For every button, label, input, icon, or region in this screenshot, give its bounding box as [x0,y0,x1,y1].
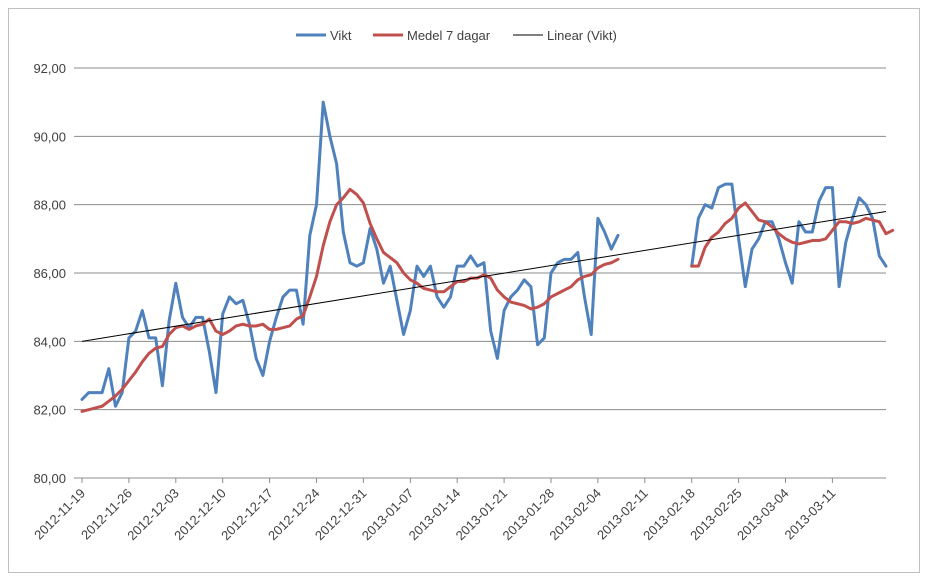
y-tick-label: 84,00 [33,334,66,349]
series-medel-7-dagar-line [80,187,895,413]
x-axis-ticks: 2012-11-192012-11-262012-12-032012-12-10… [31,478,839,543]
y-axis-ticks: 80,00 82,00 84,00 86,00 88,00 90,00 92,00 [33,61,66,486]
y-tick-label: 86,00 [33,266,66,281]
legend-label: Medel 7 dagar [407,28,491,43]
chart-frame [8,8,920,573]
x-tick-label: 2013-03-11 [782,486,839,543]
legend-item-linear-vikt: Linear (Vikt) [513,28,617,43]
legend-label: Linear (Vikt) [547,28,617,43]
legend-item-medel-7-dagar: Medel 7 dagar [373,28,491,43]
grid-lines [74,67,886,411]
y-tick-label: 88,00 [33,198,66,213]
series-linear-trend-line [81,211,887,342]
y-tick-label: 90,00 [33,129,66,144]
legend: Vikt Medel 7 dagar Linear (Vikt) [296,28,617,43]
legend-label: Vikt [330,28,352,43]
y-tick-label: 80,00 [33,471,66,486]
series-vikt-line [80,100,888,408]
legend-item-vikt: Vikt [296,28,352,43]
y-tick-label: 82,00 [33,403,66,418]
y-tick-label: 92,00 [33,61,66,76]
series-lines [80,100,895,413]
